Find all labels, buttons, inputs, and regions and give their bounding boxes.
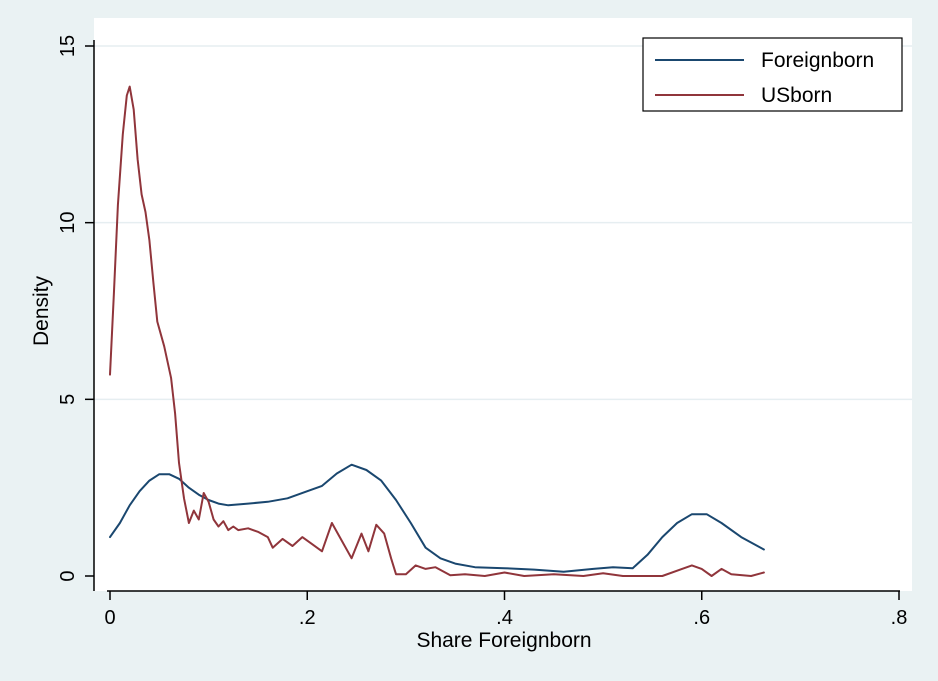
legend-box <box>642 37 903 112</box>
x-axis-title: Share Foreignborn <box>416 629 591 652</box>
x-tick-label: 0 <box>104 607 115 629</box>
series-line-foreignborn <box>109 463 765 573</box>
x-tick-label: .6 <box>693 607 710 629</box>
series-line-usborn <box>109 85 765 577</box>
series-layer <box>109 85 765 577</box>
y-tick-label: 5 <box>57 394 79 405</box>
x-tick-label: .8 <box>891 607 908 629</box>
axes <box>93 40 900 592</box>
legend-label-foreignborn: Foreignborn <box>761 49 874 72</box>
plot-area <box>94 18 912 591</box>
y-tick-label: 0 <box>57 570 79 581</box>
y-tick-label: 10 <box>57 212 79 234</box>
x-tick-label: .4 <box>496 607 513 629</box>
x-tick-label: .2 <box>299 607 316 629</box>
legend: Foreignborn USborn <box>642 37 903 112</box>
x-ticks: 0 .2 .4 .6 .8 <box>104 591 907 629</box>
y-axis-title: Density <box>30 275 53 346</box>
y-ticks: 0 5 10 15 <box>57 35 94 582</box>
legend-label-usborn: USborn <box>761 84 832 107</box>
y-tick-label: 15 <box>57 35 79 57</box>
